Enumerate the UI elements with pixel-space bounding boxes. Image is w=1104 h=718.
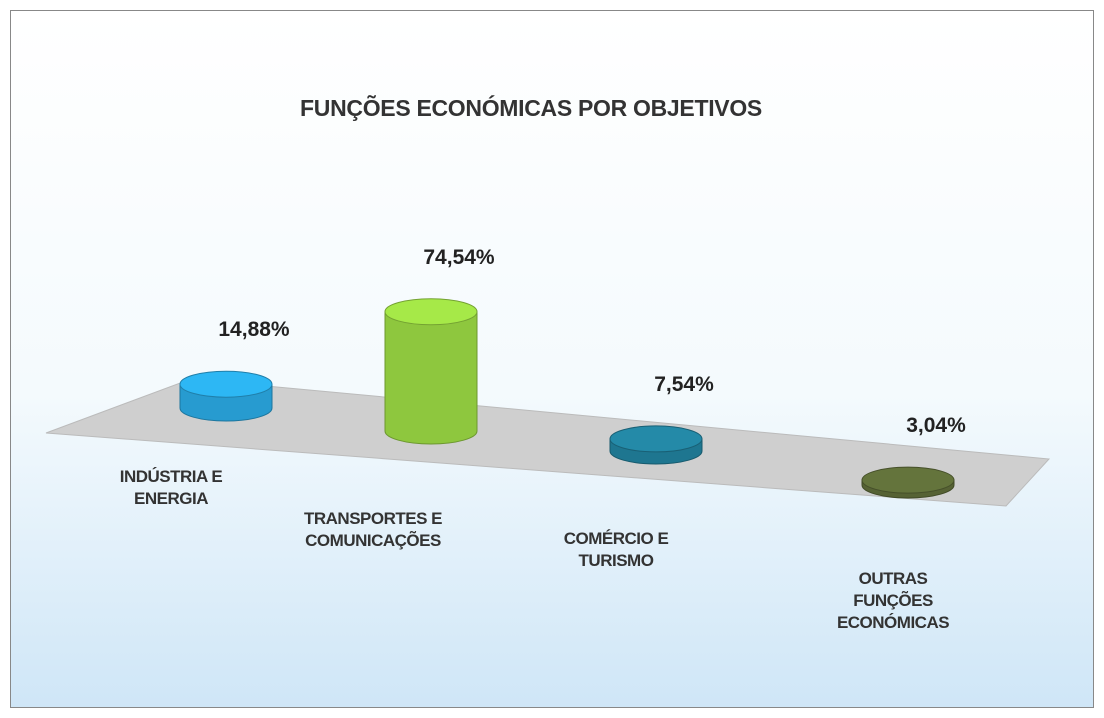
category-label: OUTRAS FUNÇÕES ECONÓMICAS (836, 569, 950, 632)
cylinder (179, 370, 273, 422)
cylinder-top (861, 466, 955, 494)
value-label: 14,88% (218, 318, 290, 342)
cylinder-top (179, 370, 273, 398)
cylinder-body (384, 311, 478, 445)
chart-title: FUNÇÕES ECONÓMICAS POR OBJETIVOS (300, 95, 762, 121)
cylinder (609, 425, 703, 465)
value-label: 7,54% (654, 372, 714, 396)
value-label: 74,54% (423, 245, 495, 269)
chart: FUNÇÕES ECONÓMICAS POR OBJETIVOS 14,88% I… (10, 10, 1094, 708)
category-label: INDÚSTRIA E ENERGIA (119, 467, 223, 508)
category-label: TRANSPORTES E COMUNICAÇÕES (303, 509, 443, 550)
cylinder (384, 298, 478, 445)
cylinder-top (384, 298, 478, 326)
plot (45, 298, 1051, 507)
cylinder-top (609, 425, 703, 453)
floor (45, 378, 1051, 507)
value-label: 3,04% (906, 414, 966, 438)
category-label: COMÉRCIO E TURISMO (563, 529, 669, 570)
cylinder (861, 466, 955, 499)
